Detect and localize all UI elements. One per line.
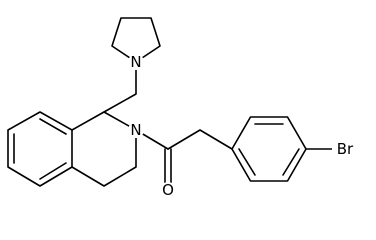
pyrrolidine-ring bbox=[111, 17, 161, 63]
atom-label: Br bbox=[337, 140, 354, 158]
phenyl-ring bbox=[231, 116, 307, 182]
double-bond bbox=[39, 162, 67, 180]
benzene-ring bbox=[7, 111, 73, 187]
double-bond bbox=[39, 118, 67, 135]
atom-labels: N N O Br bbox=[128, 53, 358, 199]
atom-label: O bbox=[162, 181, 174, 199]
bonds bbox=[7, 17, 333, 187]
double-bond bbox=[238, 148, 256, 176]
acetyl-chain bbox=[167, 129, 233, 150]
atom-label: N bbox=[130, 121, 141, 139]
molecule: N N O Br bbox=[7, 17, 358, 199]
piperidine-ring bbox=[71, 111, 137, 187]
double-bond bbox=[282, 148, 300, 176]
methylene-linker bbox=[103, 61, 137, 113]
atom-label: N bbox=[130, 53, 141, 71]
